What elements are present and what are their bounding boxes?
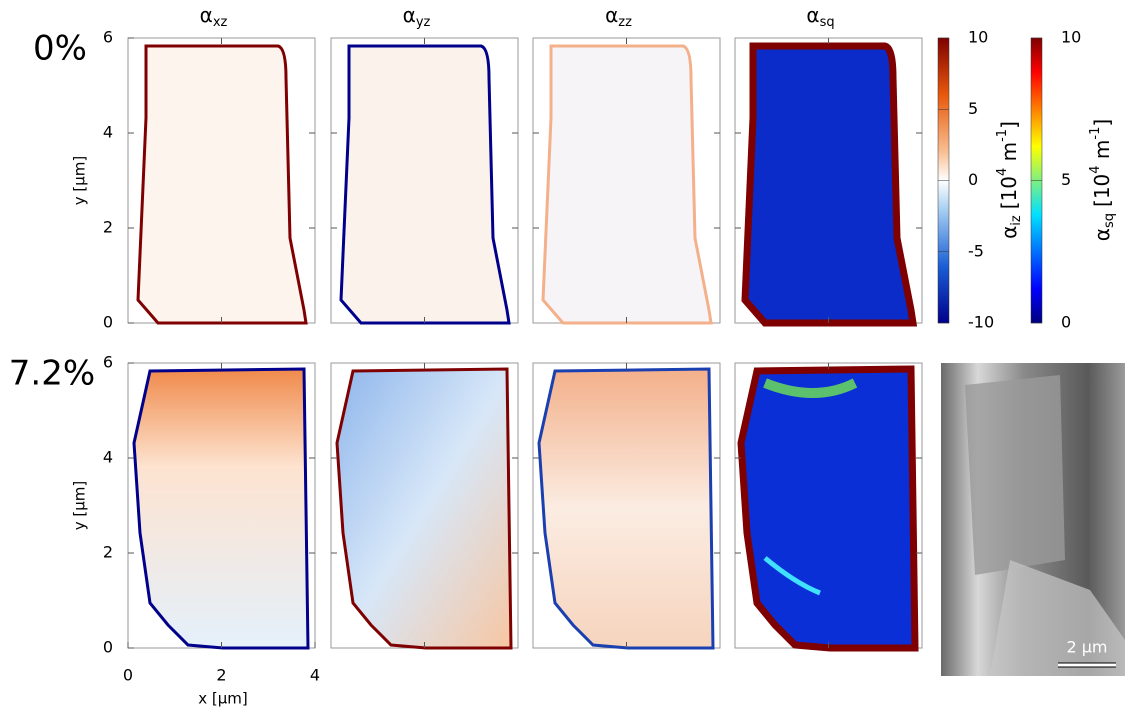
- heatmap-panel: [734, 362, 923, 652]
- sem-facet: [965, 375, 1065, 575]
- superscript: -1: [995, 129, 1010, 142]
- heatmap-region: [537, 367, 715, 650]
- unit-open: [10: [997, 176, 1021, 209]
- colorbar-label: αsq [104 m-1]: [1088, 119, 1117, 241]
- y-tick-label: 0: [103, 313, 113, 332]
- subscript: sq: [820, 15, 835, 30]
- colorbar-tick-label: -10: [968, 313, 994, 332]
- unit: m: [997, 142, 1021, 168]
- symbol: α: [403, 3, 416, 27]
- superscript: 4: [1088, 165, 1103, 173]
- y-axis-label: y [µm]: [71, 481, 89, 531]
- colorbar-tick-label: 0: [968, 170, 978, 189]
- column-title: αsq: [806, 3, 834, 30]
- subscript: zz: [618, 15, 632, 30]
- colorbar-tick-label: 5: [968, 99, 978, 118]
- symbol: α: [806, 3, 819, 27]
- column-title: αzz: [605, 3, 632, 30]
- subscript: yz: [416, 15, 431, 30]
- x-tick-label: 2: [216, 666, 226, 685]
- colorbar-label: αiz [104 m-1]: [995, 121, 1024, 239]
- heatmap-panel: [532, 37, 721, 325]
- subscript: sq: [1102, 213, 1117, 228]
- y-axis-label: y [µm]: [71, 156, 89, 206]
- x-axis-label: x [µm]: [198, 690, 248, 708]
- row-label: 7.2%: [9, 354, 95, 394]
- heatmap-panel: [127, 362, 316, 650]
- y-tick-label: 2: [103, 218, 113, 237]
- hot-band: [763, 556, 821, 596]
- colorbar-tick-label: 0: [1061, 313, 1071, 332]
- heatmap-region: [741, 42, 918, 327]
- colorbar-tick-label: 10: [1061, 28, 1081, 47]
- hot-band: [763, 378, 858, 398]
- heatmap-region: [136, 44, 308, 325]
- heatmap-panel: [734, 37, 923, 327]
- subscript: iz: [1009, 215, 1024, 226]
- y-tick-label: 4: [103, 448, 113, 467]
- x-tick-label: 0: [123, 666, 133, 685]
- subscript: xz: [213, 15, 228, 30]
- heatmap-region: [339, 44, 511, 325]
- heatmap-region: [541, 44, 713, 325]
- heatmap-region: [132, 367, 310, 650]
- heatmap-panel: [330, 362, 519, 650]
- heatmap-region: [737, 365, 919, 652]
- y-tick-label: 2: [103, 543, 113, 562]
- symbol: α: [605, 3, 618, 27]
- x-tick-label: 4: [310, 666, 320, 685]
- y-tick-label: 6: [103, 353, 113, 372]
- colorbar-tick-label: 5: [1061, 170, 1071, 189]
- unit-open: [10: [1090, 174, 1114, 207]
- sem-facet: [990, 560, 1125, 676]
- colorbar-tick-label: -5: [968, 241, 984, 260]
- y-tick-label: 6: [103, 28, 113, 47]
- unit-close: ]: [997, 121, 1021, 129]
- y-tick-label: 0: [103, 638, 113, 657]
- column-title: αxz: [200, 3, 228, 30]
- superscript: -1: [1088, 127, 1103, 140]
- colorbar-tick-label: 10: [968, 28, 988, 47]
- scale-bar-label: 2 µm: [1066, 638, 1107, 657]
- symbol: α: [1090, 228, 1114, 241]
- heatmap-panel: [532, 362, 721, 650]
- heatmap-region: [335, 367, 513, 650]
- superscript: 4: [995, 168, 1010, 176]
- row-label: 0%: [33, 29, 87, 69]
- unit-close: ]: [1090, 119, 1114, 127]
- symbol: α: [997, 226, 1021, 239]
- symbol: α: [200, 3, 213, 27]
- unit: m: [1090, 140, 1114, 166]
- heatmap-panel: [330, 37, 519, 325]
- column-title: αyz: [403, 3, 431, 30]
- y-tick-label: 4: [103, 123, 113, 142]
- heatmap-panel: [127, 37, 316, 325]
